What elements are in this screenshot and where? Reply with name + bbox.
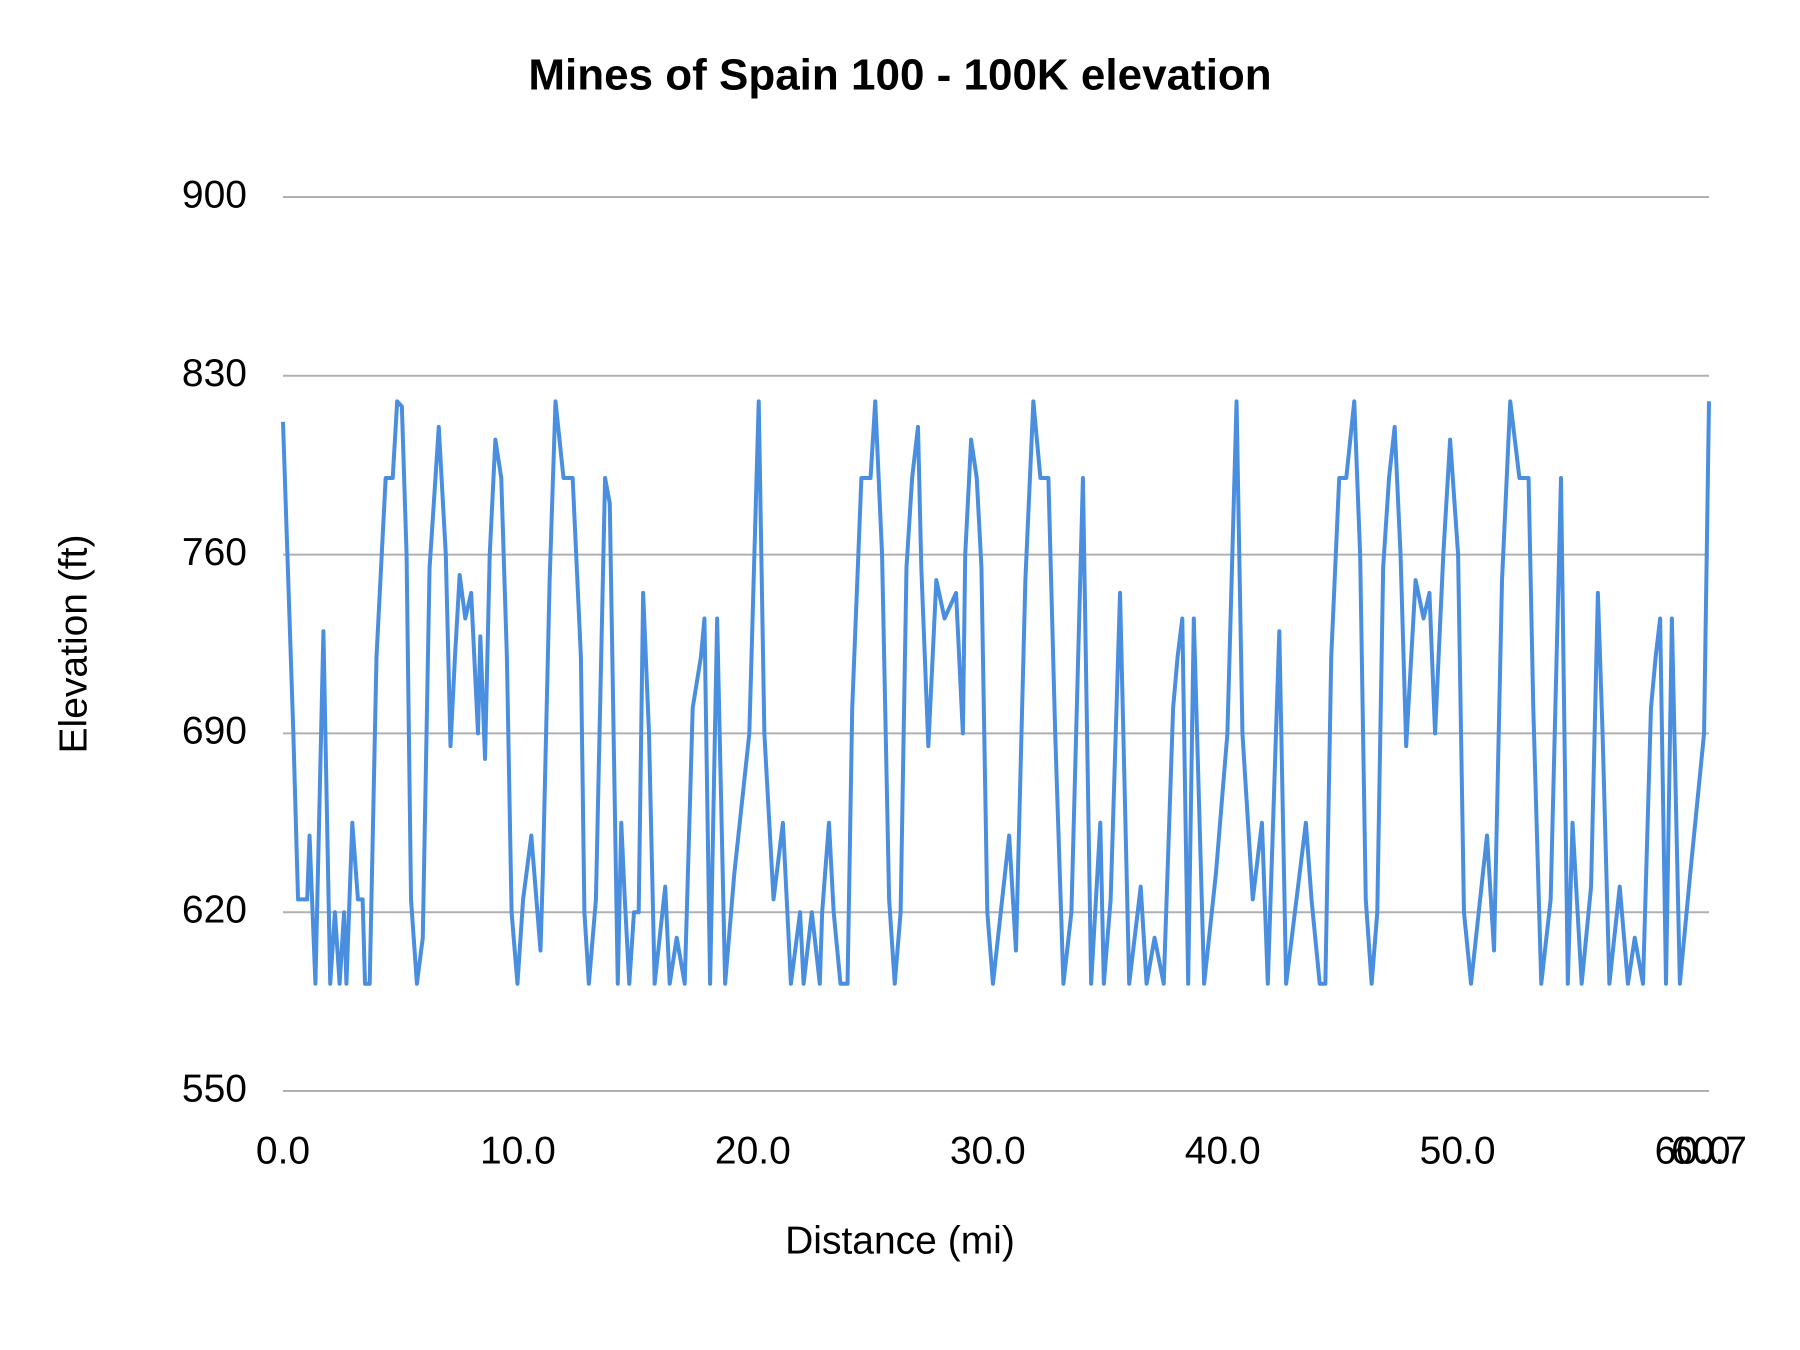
y-tick-label: 830: [182, 352, 247, 395]
x-tick-label: 60.7: [1671, 1129, 1747, 1172]
y-tick-label: 550: [182, 1067, 247, 1110]
x-tick-label: 10.0: [480, 1129, 556, 1172]
x-tick-label: 60.0: [1655, 1129, 1731, 1172]
x-tick-label: 20.0: [715, 1129, 791, 1172]
elevation-line: [281, 399, 1711, 986]
y-tick-label: 690: [182, 710, 247, 753]
x-axis-title: Distance (mi): [785, 1219, 1015, 1262]
x-tick-label: 50.0: [1420, 1129, 1496, 1172]
chart-title: Mines of Spain 100 - 100K elevation: [528, 51, 1271, 100]
x-tick-label: 0.0: [256, 1129, 310, 1172]
y-axis-title: Elevation (ft): [52, 535, 95, 754]
x-tick-label: 30.0: [950, 1129, 1026, 1172]
y-tick-label: 900: [182, 173, 247, 216]
y-tick-label: 620: [182, 888, 247, 931]
y-tick-label: 760: [182, 531, 247, 574]
x-tick-label: 40.0: [1185, 1129, 1261, 1172]
